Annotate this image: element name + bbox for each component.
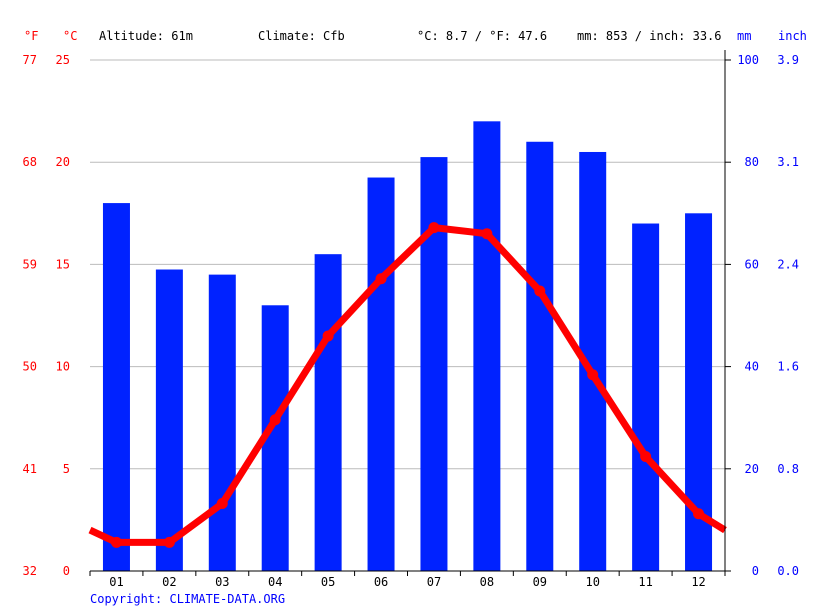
inch-tick-label: 0.0 [777,564,799,578]
month-tick-label: 03 [215,575,229,589]
precipitation-bar [367,177,395,571]
precipitation-bar [155,269,183,571]
precipitation-bar [420,157,448,571]
precipitation-bar [314,254,342,571]
fahrenheit-tick-label: 41 [23,462,37,476]
fahrenheit-unit-label: °F [24,29,38,43]
temperature-summary: °C: 8.7 / °F: 47.6 [417,29,547,43]
precipitation-bars [102,121,713,572]
celsius-tick-label: 25 [56,53,70,67]
altitude-label: Altitude: 61m [99,29,193,43]
inch-tick-label: 2.4 [777,257,799,271]
precipitation-bar [473,121,501,571]
mm-unit-label: mm [737,29,751,43]
month-tick-label: 04 [268,575,282,589]
tick-labels: 77 25 100 3.968 20 80 3.159 15 60 2.450 10 40 1.641 5… [23,53,799,589]
celsius-tick-label: 15 [56,257,70,271]
precipitation-bar [632,223,660,571]
month-tick-label: 01 [109,575,123,589]
month-tick-label: 02 [162,575,176,589]
temperature-point [269,414,281,426]
month-tick-label: 10 [585,575,599,589]
mm-tick-label: 20 [745,462,759,476]
temperature-point [428,222,440,234]
mm-tick-label: 80 [745,155,759,169]
celsius-tick-label: 0 [63,564,70,578]
temperature-point [693,508,705,520]
temperature-point [110,536,122,548]
celsius-tick-label: 10 [56,360,70,374]
precipitation-bar [208,274,236,571]
mm-tick-label: 0 [752,564,759,578]
month-tick-label: 07 [427,575,441,589]
inch-tick-label: 1.6 [777,360,799,374]
inch-tick-label: 3.1 [777,155,799,169]
month-tick-label: 09 [533,575,547,589]
fahrenheit-tick-label: 50 [23,360,37,374]
month-tick-label: 11 [638,575,652,589]
temperature-line [88,222,727,548]
temperature-series-line [88,224,727,546]
mm-tick-label: 100 [737,53,759,67]
inch-tick-label: 0.8 [777,462,799,476]
temperature-point [375,273,387,285]
gridlines [90,59,725,470]
inch-tick-label: 3.9 [777,53,799,67]
month-tick-label: 05 [321,575,335,589]
celsius-tick-label: 5 [63,462,70,476]
axes [89,50,731,576]
temperature-point [587,369,599,381]
month-tick-label: 08 [480,575,494,589]
temperature-point [163,536,175,548]
climate-label: Climate: Cfb [258,29,345,43]
mm-tick-label: 60 [745,257,759,271]
fahrenheit-tick-label: 77 [23,53,37,67]
temperature-point [216,498,228,510]
temperature-point [640,451,652,463]
precipitation-bar [526,141,554,571]
celsius-unit-label: °C [63,29,77,43]
mm-tick-label: 40 [745,360,759,374]
fahrenheit-tick-label: 68 [23,155,37,169]
month-tick-label: 12 [691,575,705,589]
temperature-point [481,228,493,240]
fahrenheit-tick-label: 59 [23,257,37,271]
temperature-point [534,285,546,297]
month-tick-label: 06 [374,575,388,589]
inch-unit-label: inch [778,29,807,43]
fahrenheit-tick-label: 32 [23,564,37,578]
precipitation-summary: mm: 853 / inch: 33.6 [577,29,722,43]
celsius-tick-label: 20 [56,155,70,169]
temperature-point [322,330,334,342]
copyright-link[interactable]: Copyright: CLIMATE-DATA.ORG [90,592,285,606]
precipitation-bar [102,203,130,571]
header: °F °C Altitude: 61m Climate: Cfb °C: 8.7… [24,29,807,43]
